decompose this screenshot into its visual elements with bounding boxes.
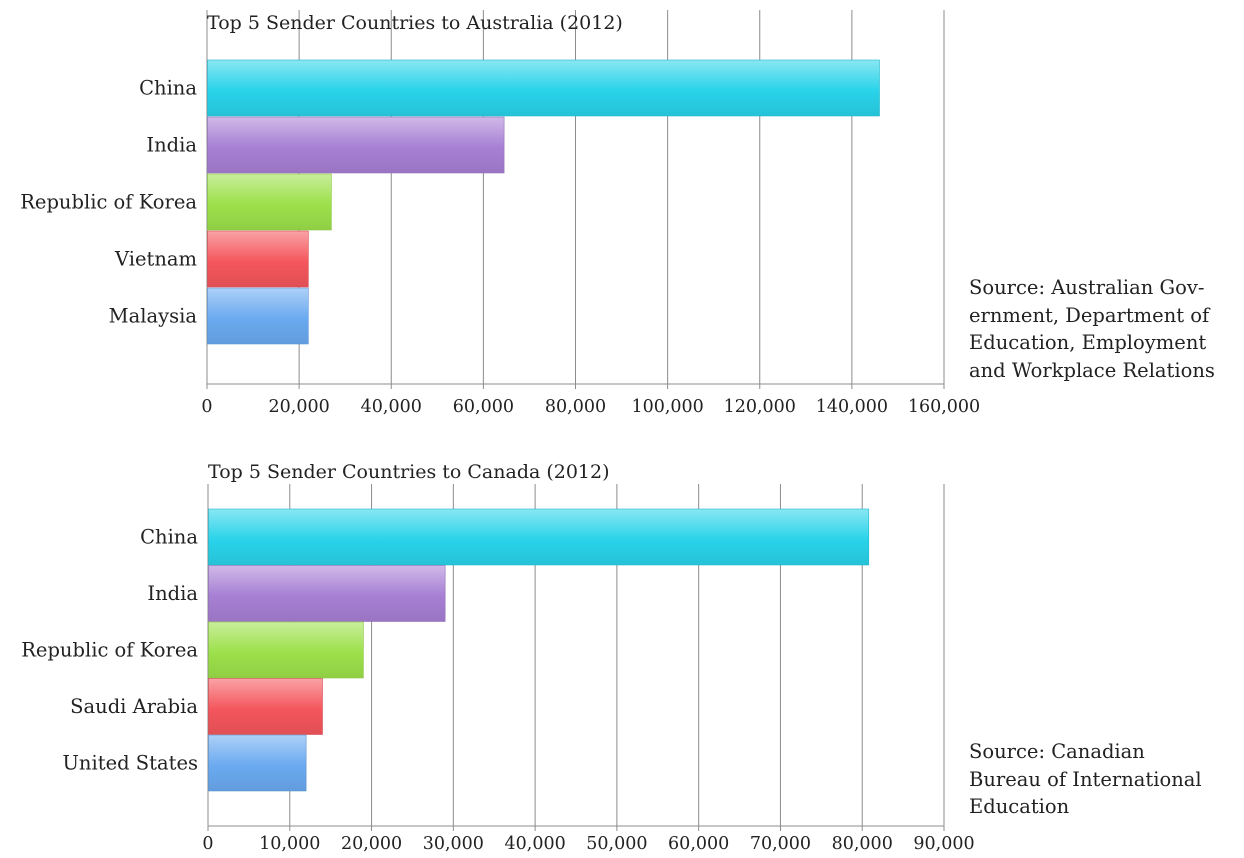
source-note-australia: Source: Australian Gov- ernment, Departm…	[969, 274, 1241, 384]
chart-title: Top 5 Sender Countries to Australia (201…	[207, 12, 623, 34]
x-tick-label: 30,000	[423, 834, 484, 854]
bar-vietnam	[207, 230, 309, 288]
x-tick-label: 60,000	[668, 834, 729, 854]
source-line: Education	[969, 795, 1070, 818]
x-tick-label: 50,000	[586, 834, 647, 854]
x-tick-label: 100,000	[631, 397, 703, 417]
source-line: ernment, Department of	[969, 303, 1210, 327]
bar-republic-of-korea	[208, 621, 364, 679]
category-label: India	[147, 582, 198, 605]
category-label: India	[146, 134, 197, 157]
chart-canada: 0 10,000 20,000 30,000 40,000 50,000 60,000 70,…	[21, 461, 974, 854]
source-line: Source: Canadian	[969, 740, 1145, 763]
x-tick-label: 40,000	[504, 834, 565, 854]
category-label: Vietnam	[114, 248, 197, 271]
x-tick-label: 70,000	[750, 834, 811, 854]
category-label: Malaysia	[109, 305, 198, 328]
bar-republic-of-korea	[207, 173, 332, 231]
bar-india	[208, 565, 446, 622]
x-tick-label: 60,000	[453, 397, 514, 417]
source-line: Bureau of International	[969, 767, 1202, 791]
source-line: and Workplace Relations	[969, 358, 1215, 382]
category-label: United States	[63, 752, 199, 775]
x-tick-label: 120,000	[724, 397, 796, 417]
x-tick-label: 0	[201, 397, 212, 417]
x-tick-label: 20,000	[341, 834, 402, 854]
source-line: Source: Australian Gov-	[969, 276, 1205, 299]
x-tick-label: 0	[202, 834, 213, 854]
chart-australia: 0 20,000 40,000 60,000 80,000 100,000 120,000 1…	[20, 10, 980, 417]
source-line: Education, Employment	[969, 331, 1207, 354]
bar-china	[208, 508, 870, 566]
x-tick-label: 140,000	[816, 397, 888, 417]
x-tick-label: 40,000	[361, 397, 422, 417]
x-tick-label: 80,000	[545, 397, 606, 417]
category-label: Republic of Korea	[21, 639, 198, 662]
source-note-canada: Source: Canadian Bureau of International…	[969, 738, 1241, 821]
x-tick-label: 160,000	[908, 397, 980, 417]
x-tick-label: 80,000	[832, 834, 893, 854]
category-label: China	[139, 77, 197, 100]
x-tick-label: 20,000	[269, 397, 330, 417]
x-tick-label: 90,000	[913, 834, 974, 854]
bar-china	[207, 59, 880, 117]
bar-malaysia	[207, 287, 309, 345]
chart-title: Top 5 Sender Countries to Canada (2012)	[208, 461, 610, 483]
x-tick-label: 10,000	[259, 834, 320, 854]
category-label: Republic of Korea	[20, 191, 197, 214]
bar-united-states	[208, 734, 307, 792]
category-label: Saudi Arabia	[70, 695, 198, 718]
bar-india	[207, 116, 505, 174]
bar-saudi-arabia	[208, 678, 323, 735]
category-label: China	[140, 526, 198, 549]
